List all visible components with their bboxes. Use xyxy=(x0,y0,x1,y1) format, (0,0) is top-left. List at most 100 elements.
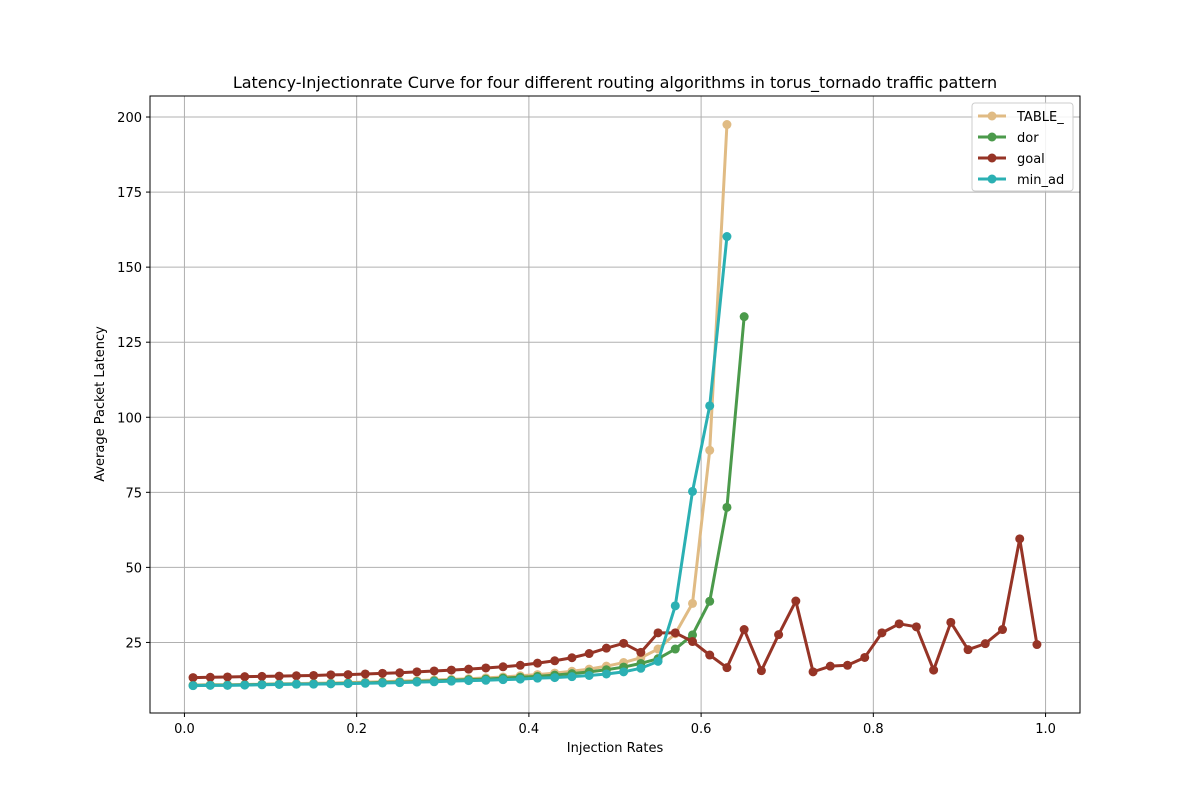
data-point-table xyxy=(688,598,697,608)
data-point-min-ad xyxy=(550,673,560,683)
data-point-min-ad xyxy=(274,679,284,689)
y-axis-ticks: 25 50 75 100 125 150 175 200 xyxy=(117,111,150,651)
data-point-goal xyxy=(326,670,336,680)
x-axis-label: Injection Rates xyxy=(567,741,664,756)
data-point-goal xyxy=(343,670,353,680)
legend-label: dor xyxy=(1017,131,1039,146)
data-point-goal xyxy=(1015,534,1025,544)
series-min-ad xyxy=(188,232,732,691)
data-point-min-ad xyxy=(567,672,577,682)
data-point-goal xyxy=(205,672,215,682)
data-point-goal xyxy=(670,628,680,638)
data-point-min-ad xyxy=(205,680,215,690)
y-tick-label: 175 xyxy=(117,186,142,201)
data-point-min-ad xyxy=(498,675,508,685)
series-line-min-ad xyxy=(193,236,729,688)
data-point-goal xyxy=(825,661,835,671)
legend-item-goal: goal xyxy=(978,152,1045,167)
data-point-min-ad xyxy=(395,678,405,688)
data-point-goal xyxy=(274,671,284,681)
data-point-goal xyxy=(843,660,852,670)
x-tick-label: 0.2 xyxy=(346,722,367,737)
data-point-goal xyxy=(446,665,456,675)
data-point-goal xyxy=(533,658,542,668)
data-point-dor xyxy=(705,596,715,606)
data-point-min-ad xyxy=(601,669,611,679)
data-point-min-ad xyxy=(636,663,646,673)
data-point-min-ad xyxy=(653,656,663,666)
data-point-min-ad xyxy=(378,678,387,688)
legend: TABLE_dor goal min_ad xyxy=(971,102,1074,192)
data-point-goal xyxy=(619,638,629,648)
data-point-goal xyxy=(688,637,697,647)
data-point-dor xyxy=(739,312,749,322)
data-point-goal xyxy=(481,663,491,673)
data-point-min-ad xyxy=(257,680,267,690)
data-point-goal xyxy=(584,649,594,659)
data-point-min-ad xyxy=(464,676,474,686)
data-point-goal xyxy=(963,645,973,655)
grid xyxy=(150,96,1080,713)
data-point-min-ad xyxy=(412,677,422,687)
data-point-dor xyxy=(688,630,697,640)
data-point-min-ad xyxy=(446,676,456,686)
x-tick-label: 0.4 xyxy=(519,722,540,737)
y-tick-label: 50 xyxy=(125,561,142,576)
data-point-min-ad xyxy=(360,678,370,688)
legend-label: goal xyxy=(1017,152,1045,167)
legend-label: min_ad xyxy=(1017,173,1064,188)
data-point-goal xyxy=(774,630,784,640)
x-tick-label: 1.0 xyxy=(1035,722,1056,737)
data-point-goal xyxy=(756,666,766,676)
data-point-goal xyxy=(429,666,439,676)
series-goal xyxy=(188,534,1042,683)
x-tick-label: 0.0 xyxy=(174,722,195,737)
data-point-goal xyxy=(223,672,232,682)
y-tick-label: 200 xyxy=(117,111,142,126)
data-point-dor xyxy=(670,644,680,654)
data-point-min-ad xyxy=(240,680,250,690)
y-tick-label: 125 xyxy=(117,336,142,351)
data-point-goal xyxy=(998,625,1007,635)
data-point-goal xyxy=(360,669,370,679)
data-point-min-ad xyxy=(188,681,198,691)
legend-swatch-marker xyxy=(987,174,997,184)
data-point-goal xyxy=(412,667,422,677)
data-point-min-ad xyxy=(429,677,439,687)
data-point-goal xyxy=(739,625,749,635)
data-point-goal xyxy=(705,650,715,660)
data-point-min-ad xyxy=(533,673,542,683)
data-point-goal xyxy=(929,665,939,675)
data-point-goal xyxy=(791,596,801,606)
y-tick-label: 75 xyxy=(125,486,142,501)
data-point-min-ad xyxy=(481,675,491,685)
data-point-min-ad xyxy=(722,232,732,242)
legend-swatch-marker xyxy=(987,111,997,121)
series-table xyxy=(188,120,732,690)
legend-item-dor: dor xyxy=(978,131,1039,146)
y-axis-label: Average Packet Latency xyxy=(93,326,108,482)
data-point-goal xyxy=(395,668,405,678)
data-point-goal xyxy=(808,667,818,677)
data-point-goal xyxy=(309,670,319,680)
data-point-goal xyxy=(550,656,560,666)
data-point-goal xyxy=(722,663,732,673)
data-point-goal xyxy=(601,643,611,653)
legend-label: TABLE_ xyxy=(1016,110,1064,125)
data-point-table xyxy=(705,445,715,455)
legend-swatch-marker xyxy=(987,132,997,142)
data-point-goal xyxy=(636,647,646,657)
data-point-goal xyxy=(860,652,870,662)
data-point-goal xyxy=(946,617,956,627)
data-point-table xyxy=(722,120,732,130)
legend-box xyxy=(971,102,1074,192)
legend-item-min-ad: min_ad xyxy=(978,173,1064,188)
y-tick-label: 150 xyxy=(117,261,142,276)
data-point-min-ad xyxy=(705,401,715,411)
data-point-min-ad xyxy=(343,679,353,689)
plot-area-frame xyxy=(149,95,1081,714)
x-tick-label: 0.6 xyxy=(691,722,712,737)
chart-title: Latency-Injectionrate Curve for four dif… xyxy=(233,73,997,93)
